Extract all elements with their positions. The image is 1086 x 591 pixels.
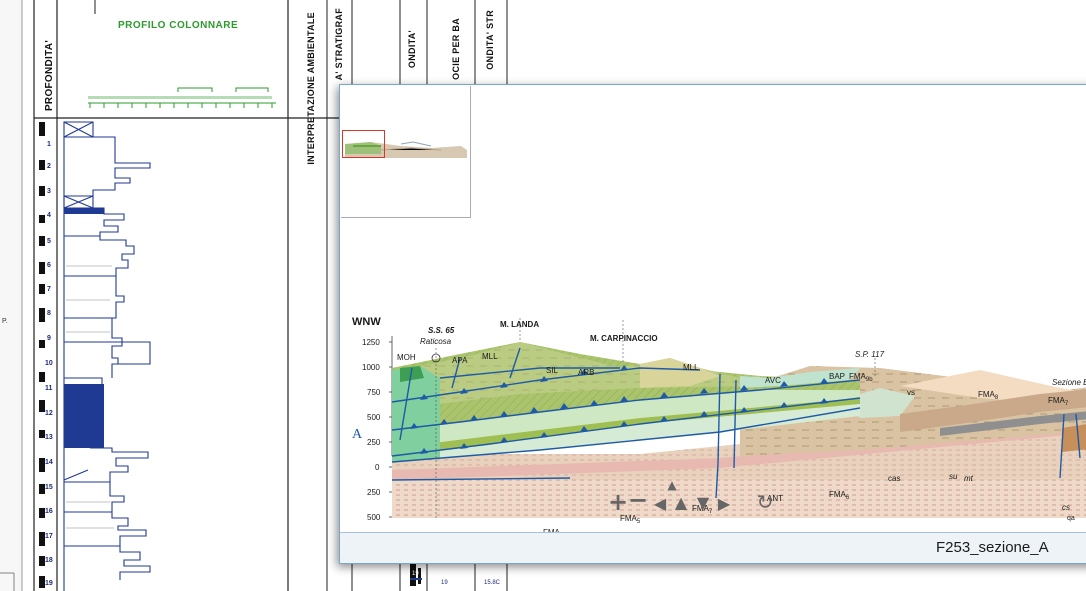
unit-label: FMA5 (620, 514, 641, 525)
depth-label: 10 (45, 360, 53, 367)
depth-label: 15 (45, 484, 53, 491)
unit-label: mt (964, 474, 973, 483)
y-tick: 1250 (362, 338, 380, 347)
unit-label: AVC (765, 376, 781, 385)
depth-label: 7 (47, 286, 51, 293)
depth-label: 17 (45, 533, 53, 540)
depth-label: 13 (45, 434, 53, 441)
left-margin-text: P. (2, 318, 8, 325)
direction-label: WNW (352, 316, 381, 328)
depth-label: 1 (47, 141, 51, 148)
depth-label: 14 (45, 459, 53, 466)
bottom-label: 19 (441, 580, 448, 586)
unit-label: MLL (482, 352, 498, 361)
y-tick: 500 (367, 413, 381, 422)
y-tick: 750 (367, 388, 381, 397)
place-label: S.P. 117 (855, 350, 885, 359)
header-specie: OCIE PER BA (451, 18, 461, 80)
unit-label: MLL (683, 363, 699, 372)
pan-up-button[interactable]: ▲ (674, 492, 688, 512)
depth-label: 18 (45, 557, 53, 564)
section-side-label: A (352, 427, 363, 442)
depth-label: 19 (45, 580, 53, 587)
unit-label: APA (452, 356, 468, 365)
depth-label: 5 (47, 238, 51, 245)
unit-label: FMA8 (978, 390, 999, 401)
unit-label: cas (888, 474, 901, 483)
pan-down-button[interactable]: ▼ (696, 492, 710, 512)
unit-label: su (949, 472, 958, 481)
header-profondita-3: ONDITA' STR (485, 10, 495, 70)
pan-left-button[interactable]: ◀ (653, 493, 667, 513)
depth-label: 6 (47, 262, 51, 269)
place-label: Sezione B (1052, 378, 1086, 387)
pan-right-button[interactable]: ▶ (717, 493, 731, 513)
unit-label: FMA6 (829, 490, 850, 501)
bottom-label: 19 (412, 571, 419, 577)
depth-label: 2 (47, 163, 51, 170)
depth-label: 16 (45, 508, 53, 515)
viewport-indicator[interactable] (342, 130, 385, 158)
zoom-in-button[interactable]: + (607, 488, 629, 516)
unit-label: BAP (829, 372, 846, 381)
cross-section-drawing (389, 318, 1086, 538)
unit-label: FMA9b (849, 372, 873, 383)
unit-label: FMA7 (692, 504, 713, 515)
depth-label: 9 (47, 335, 51, 342)
header-profilo-colonnare: PROFILO COLONNARE (118, 20, 239, 31)
place-label: Raticosa (420, 337, 452, 346)
place-label: M. CARPINACCIO (590, 334, 658, 343)
overview-thumbnail[interactable] (341, 86, 471, 218)
header-stratigrafia: A' STRATIGRAF (334, 8, 344, 81)
file-name-label: F253_sezione_A (936, 539, 1049, 556)
bottom-label: 15.8C (484, 580, 501, 586)
unit-label: qa (1067, 515, 1075, 522)
pan-up-small-button[interactable]: ▲ (667, 478, 677, 492)
header-interpretazione: INTERPRETAZIONE AMBIENTALE (306, 12, 316, 165)
unit-label: vs (907, 388, 915, 397)
y-tick: 0 (375, 463, 380, 472)
unit-label: MOH (397, 353, 416, 362)
y-tick: 1000 (362, 363, 380, 372)
unit-label: ANT (767, 494, 783, 503)
depth-label: 8 (47, 310, 51, 317)
section-viewer-window: WNW A 1250 1000 750 500 250 0 250 500 75… (339, 84, 1086, 564)
place-label: M. LANDA (500, 320, 540, 329)
reset-view-icon[interactable]: ↻ (756, 490, 774, 514)
y-tick: 500 (367, 513, 381, 522)
y-tick: 250 (367, 438, 381, 447)
depth-label: 11 (45, 385, 53, 392)
geological-cross-section[interactable]: WNW A 1250 1000 750 500 250 0 250 500 75… (340, 218, 1086, 545)
zoom-out-button[interactable]: − (627, 486, 649, 514)
place-label: S.S. 65 (428, 326, 455, 335)
unit-label: cs (1062, 503, 1070, 512)
unit-label: SIL (546, 366, 559, 375)
depth-label: 12 (45, 410, 53, 417)
depth-label: 4 (47, 212, 51, 219)
unit-label: ARB (578, 368, 595, 377)
unit-label: FMA7 (1048, 396, 1069, 407)
overview-section-image (345, 141, 467, 158)
status-bar: F253_sezione_A (340, 532, 1086, 563)
navigation-controls: + − ▲ ◀ ▲ ▼ ▶ ↻ (607, 478, 820, 520)
header-profondita: PROFONDITA' (44, 40, 55, 112)
header-profondita-2: ONDITA' (407, 30, 417, 69)
depth-label: 3 (47, 188, 51, 195)
y-tick: 250 (367, 488, 381, 497)
